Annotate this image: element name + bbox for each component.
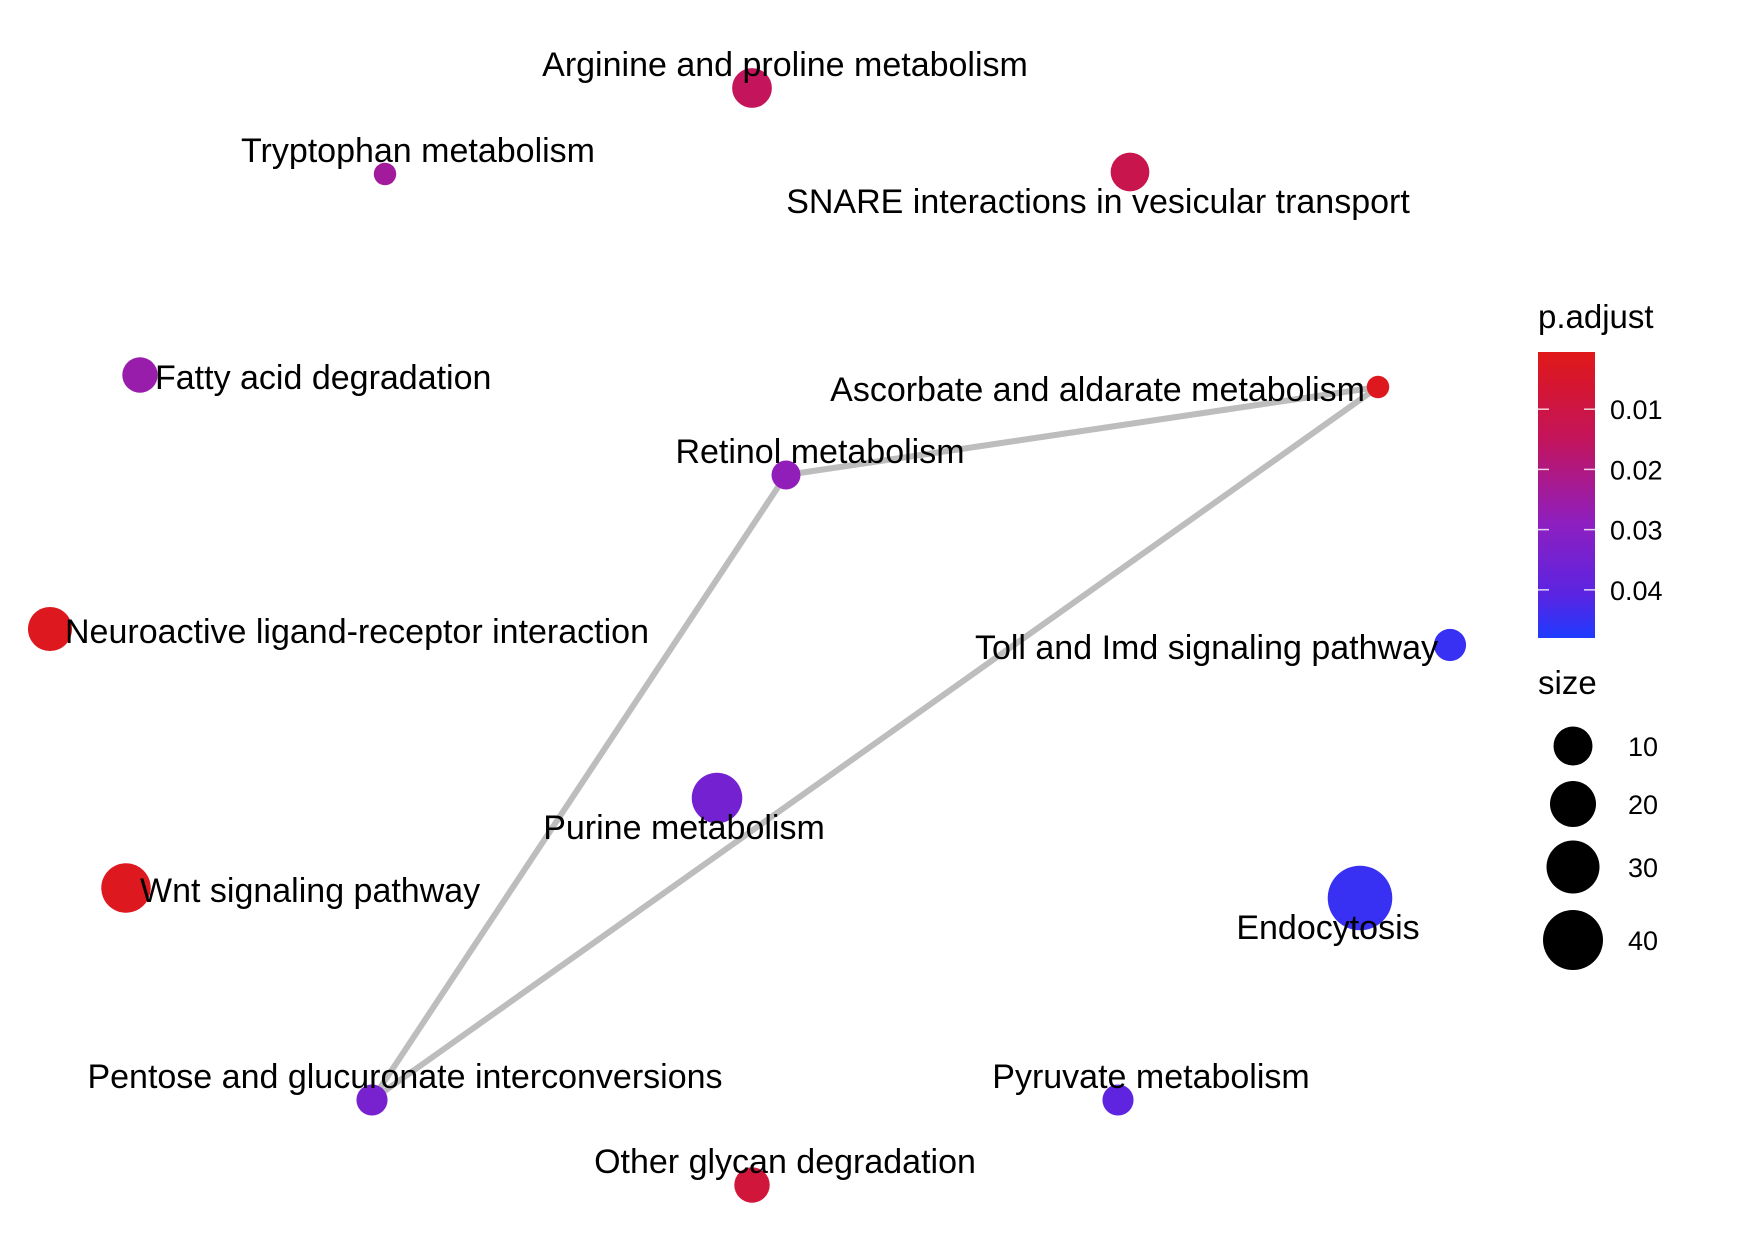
size-legend-label: 40 xyxy=(1628,926,1658,956)
node-arginine xyxy=(732,68,772,108)
color-bar-tick-label: 0.03 xyxy=(1610,516,1663,546)
size-legend-key-10 xyxy=(1553,726,1593,766)
node-label-purine: Purine metabolism xyxy=(543,809,825,847)
size-legend-key-30 xyxy=(1546,840,1600,894)
node-pentose xyxy=(356,1084,388,1116)
color-bar-tick-label: 0.02 xyxy=(1610,455,1663,485)
node-purine xyxy=(691,772,743,824)
node-label-toll: Toll and Imd signaling pathway xyxy=(975,629,1438,667)
color-bar xyxy=(1538,352,1595,638)
size-legend-label: 20 xyxy=(1628,790,1658,820)
size-legend-key-40 xyxy=(1543,910,1603,970)
size-legend-title: size xyxy=(1538,664,1597,701)
node-label-pyruvate: Pyruvate metabolism xyxy=(992,1058,1309,1096)
node-label-endocytosis: Endocytosis xyxy=(1236,909,1419,947)
node-label-wnt: Wnt signaling pathway xyxy=(140,872,480,910)
node-endocytosis xyxy=(1327,865,1393,931)
node-label-retinol: Retinol metabolism xyxy=(675,433,964,471)
node-label-snare: SNARE interactions in vesicular transpor… xyxy=(786,183,1410,221)
node-label-ascorbate: Ascorbate and aldarate metabolism xyxy=(830,371,1365,409)
node-fatty xyxy=(122,357,158,393)
node-neuroactive xyxy=(27,606,73,652)
color-bar-ticks: 0.01 0.02 0.03 0.04 xyxy=(1538,395,1663,606)
node-tryptophan xyxy=(373,162,397,186)
node-label-other_glycan: Other glycan degradation xyxy=(594,1143,976,1181)
node-other_glycan xyxy=(734,1167,770,1203)
node-label-tryptophan: Tryptophan metabolism xyxy=(241,132,595,170)
node-label-arginine: Arginine and proline metabolism xyxy=(542,46,1028,84)
size-legend-label: 10 xyxy=(1628,732,1658,762)
node-ascorbate xyxy=(1366,375,1390,399)
edge-ascorbate-pentose xyxy=(369,384,1381,1103)
node-snare xyxy=(1110,152,1150,192)
node-label-fatty: Fatty acid degradation xyxy=(155,359,491,397)
node-toll xyxy=(1433,628,1467,662)
node-layer xyxy=(27,68,1467,1203)
node-label-neuroactive: Neuroactive ligand-receptor interaction xyxy=(65,613,649,651)
edge-layer xyxy=(369,384,1381,1103)
size-legend-label: 30 xyxy=(1628,853,1658,883)
edge-retinol-ascorbate xyxy=(783,384,1381,478)
color-bar-tick-label: 0.01 xyxy=(1610,395,1663,425)
color-legend-title: p.adjust xyxy=(1538,298,1654,335)
size-legend-keys: 10 20 30 40 xyxy=(1543,726,1658,970)
node-pyruvate xyxy=(1102,1084,1134,1116)
node-wnt xyxy=(101,863,151,913)
legend: p.adjust 0.01 0.02 0.03 0.04 size 10 20 30 40 xyxy=(1538,298,1663,970)
node-retinol xyxy=(771,460,801,490)
node-label-pentose: Pentose and glucuronate interconversions xyxy=(87,1058,722,1096)
edge-retinol-pentose xyxy=(369,472,789,1103)
size-legend-key-20 xyxy=(1550,781,1596,827)
label-layer: Arginine and proline metabolism Tryptopha… xyxy=(65,46,1438,1181)
color-bar-tick-label: 0.04 xyxy=(1610,576,1663,606)
